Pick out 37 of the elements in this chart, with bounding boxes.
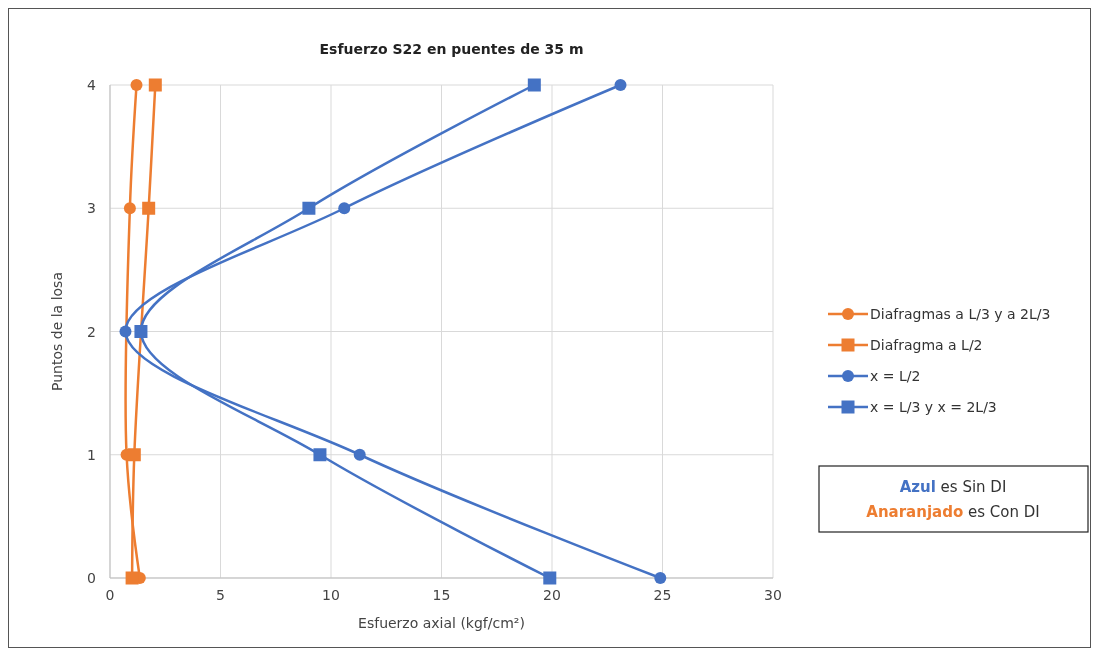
point [313, 448, 327, 462]
x-tick-label: 0 [105, 587, 115, 603]
point [127, 448, 141, 462]
point [543, 571, 557, 585]
text: Azul es Sin DI [899, 478, 1007, 496]
legend-label: x = L/2 [870, 368, 921, 384]
x-tick-label: 30 [764, 587, 782, 603]
text: Anaranjado es Con DI [866, 503, 1040, 521]
legend-label: x = L/3 y x = 2L/3 [870, 399, 997, 415]
y-tick-label: 0 [87, 570, 96, 586]
point [148, 78, 162, 92]
x-tick-label: 15 [432, 587, 451, 603]
y-axis-title: Puntos de la losa [49, 272, 65, 391]
x-axis-title: Esfuerzo axial (kgf/cm²) [358, 615, 525, 631]
x-tick-label: 25 [653, 587, 672, 603]
x-tick-label: 20 [543, 587, 561, 603]
point [353, 448, 366, 461]
chart-title: Esfuerzo S22 en puentes de 35 m [319, 41, 584, 57]
point [125, 571, 139, 585]
x-tick-label: 10 [322, 587, 340, 603]
point [119, 325, 132, 338]
x-tick-label: 5 [216, 587, 225, 603]
y-tick-label: 1 [87, 446, 96, 463]
y-tick-label: 3 [87, 200, 96, 217]
y-tick-label: 4 [87, 77, 97, 93]
point [338, 202, 351, 215]
legend-label: Diafragma a L/2 [870, 337, 983, 353]
point [134, 325, 148, 338]
point [130, 79, 143, 91]
point [123, 202, 136, 215]
point [654, 572, 667, 584]
point [302, 201, 316, 215]
point [614, 79, 627, 91]
point [527, 78, 541, 92]
legend-label: Diafragmas a L/3 y a 2L/3 [870, 306, 1051, 322]
point [142, 201, 156, 215]
y-tick-label: 2 [87, 323, 96, 340]
